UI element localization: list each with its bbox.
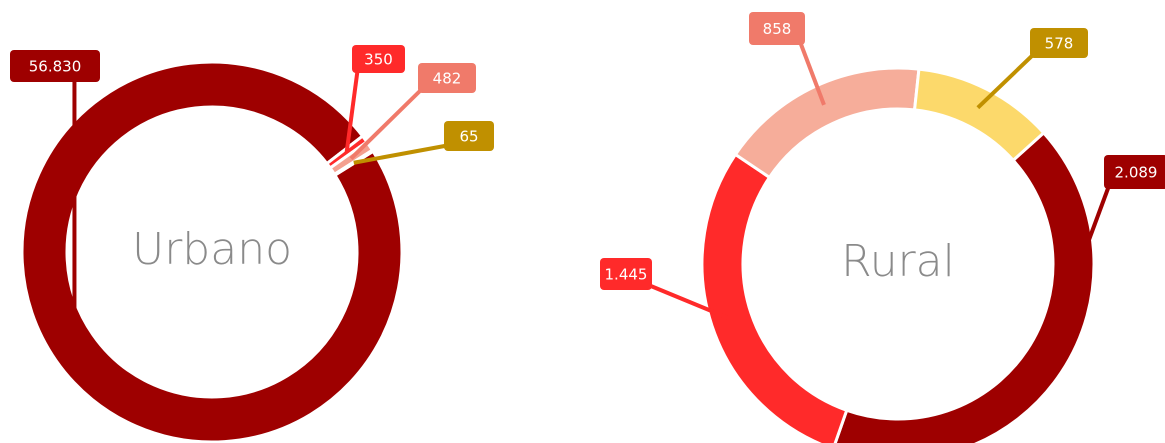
slice (912, 67, 1046, 163)
label-box (10, 50, 100, 82)
data-label: 56.830 (29, 58, 82, 76)
label-box (1030, 28, 1088, 58)
label-box (444, 121, 494, 151)
label-pointer (1042, 182, 1112, 362)
data-label: 65 (459, 128, 478, 146)
center-title: Urbano (132, 224, 292, 275)
slice (733, 66, 921, 180)
data-label: 578 (1045, 35, 1074, 53)
label-pointer (344, 66, 360, 153)
data-label: 482 (433, 70, 462, 88)
data-label: 858 (763, 20, 792, 38)
label-pointer (976, 50, 1038, 110)
label-box (749, 12, 805, 45)
slice (833, 130, 1096, 443)
data-label: 2.089 (1115, 164, 1158, 182)
data-label: 1.445 (605, 266, 648, 284)
label-pointer (349, 85, 426, 160)
data-label: 350 (364, 51, 393, 69)
slice (20, 60, 404, 443)
label-box (352, 45, 405, 73)
label-box (600, 258, 652, 290)
slice (700, 152, 849, 443)
label-pointer (353, 143, 451, 165)
label-pointer (797, 38, 826, 106)
center-title: Rural (841, 236, 955, 287)
label-pointer (645, 282, 733, 322)
label-box (418, 63, 476, 93)
label-box (1104, 155, 1165, 189)
